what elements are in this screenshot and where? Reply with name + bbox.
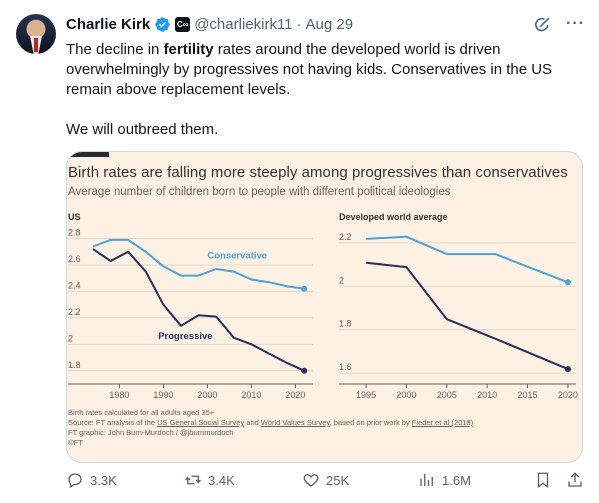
series-line-progressive (92, 248, 305, 372)
x-tick-label: 2020 (558, 390, 578, 400)
series-endpoint-progressive (301, 367, 308, 374)
bookmark-button[interactable] (534, 471, 552, 489)
x-tick-label: 2000 (396, 390, 416, 400)
avatar[interactable] (16, 14, 56, 54)
org-badge-icon[interactable]: C∞ (175, 16, 191, 32)
footnote-credit: FT graphic: John Burn-Murdoch / @jburnmu… (68, 428, 234, 437)
chart-subtitle: Average number of children born to peopl… (68, 186, 451, 198)
y-tick-label: 2.4 (68, 280, 81, 290)
x-tick-label: 1980 (109, 390, 129, 400)
like-icon (303, 474, 319, 487)
tweet-date[interactable]: Aug 29 (305, 15, 354, 33)
tweet-header: Charlie Kirk C∞ @charliekirk11 · Aug 29 … (66, 14, 585, 34)
source-link-gss[interactable]: US General Social Survey (157, 418, 245, 427)
y-tick-label: 2.6 (68, 254, 81, 264)
footnote-source: Source: FT analysis of the US General So… (68, 418, 473, 427)
source-prefix: Source: FT analysis of the (68, 418, 158, 427)
author-handle[interactable]: @charliekirk11 (194, 15, 293, 33)
source-and: and (244, 418, 261, 427)
x-tick-label: 1995 (356, 390, 376, 400)
retweet-icon (185, 475, 201, 485)
views-button[interactable]: 1.6M (418, 471, 471, 489)
series-line-conservative (366, 235, 569, 284)
series-endpoint-conservative (301, 285, 308, 292)
series-line-progressive (365, 261, 569, 371)
more-icon[interactable]: ··· (566, 15, 585, 32)
like-count: 25K (326, 472, 350, 488)
series-label-conservative: Conservative (207, 250, 267, 261)
reply-button[interactable]: 3.3K (66, 471, 117, 489)
separator-dot: · (296, 15, 302, 33)
tweet-text-before: The decline in (66, 41, 164, 58)
x-tick-label: 2010 (477, 390, 497, 400)
y-tick-label: 2.2 (339, 232, 352, 242)
source-mid: , based on prior work by (329, 418, 412, 427)
x-tick-label: 1990 (153, 390, 173, 400)
x-tick-label: 2020 (285, 390, 305, 400)
verified-badge-icon[interactable] (154, 16, 171, 33)
share-icon (568, 472, 582, 487)
author-name[interactable]: Charlie Kirk (66, 15, 151, 33)
tweet-text-bold: fertility (163, 41, 214, 58)
share-button[interactable] (566, 471, 584, 489)
panel-label-developed: Developed world average (339, 212, 448, 222)
source-link-wvs[interactable]: World Values Survey (260, 418, 330, 427)
footnote-basis: Birth rates calculated for all adults ag… (68, 408, 215, 417)
action-bar: 3.3K 3.4K 25K 1.6M (66, 470, 586, 490)
reply-icon (68, 473, 82, 488)
series-endpoint-progressive (564, 366, 571, 373)
repost-count: 3.4K (208, 472, 235, 488)
series-line-conservative (92, 238, 305, 290)
y-tick-label: 2 (339, 275, 344, 285)
chart-svg: 2.8 2.6 2.4 2.2 2 1.8 1980 1990 2000 2010 2020 Cons… (68, 228, 578, 400)
chart-title: Birth rates are falling more steeply amo… (68, 164, 568, 181)
chart-inner: Birth rates are falling more steeply amo… (68, 152, 582, 462)
tweet-text: The decline in fertility rates around th… (66, 40, 586, 140)
footnote-copyright: ©FT (68, 438, 83, 447)
series-label-progressive: Progressive (158, 331, 212, 342)
grok-icon[interactable] (533, 15, 552, 34)
y-tick-label: 1.8 (339, 319, 352, 329)
views-icon (420, 474, 433, 486)
y-tick-label: 1.6 (339, 362, 352, 372)
y-tick-label: 1.8 (68, 360, 81, 370)
tweet-text-para2: We will outbreed them. (66, 121, 219, 138)
panel-label-us: US (68, 212, 81, 222)
repost-button[interactable]: 3.4K (184, 471, 235, 489)
like-button[interactable]: 25K (302, 471, 349, 489)
avatar-tie (34, 38, 38, 52)
tweet-media-chart[interactable]: Birth rates are falling more steeply amo… (66, 151, 583, 463)
reply-count: 3.3K (90, 472, 117, 488)
series-endpoint-conservative (564, 279, 571, 286)
y-tick-label: 2.8 (68, 228, 81, 238)
source-link-fieder[interactable]: Fieder et al (2018) (411, 418, 474, 427)
x-tick-label: 2005 (437, 390, 457, 400)
y-tick-label: 2 (68, 333, 73, 343)
x-tick-label: 2010 (241, 390, 261, 400)
bookmark-icon (537, 472, 549, 489)
x-tick-label: 2015 (518, 390, 538, 400)
ft-top-bar (67, 152, 109, 157)
header-actions: ··· (533, 15, 585, 34)
tweet-text-after: rates around the developed world is driv… (66, 41, 553, 98)
views-count: 1.6M (442, 472, 471, 488)
x-tick-label: 2000 (197, 390, 217, 400)
y-tick-label: 2.2 (68, 307, 81, 317)
